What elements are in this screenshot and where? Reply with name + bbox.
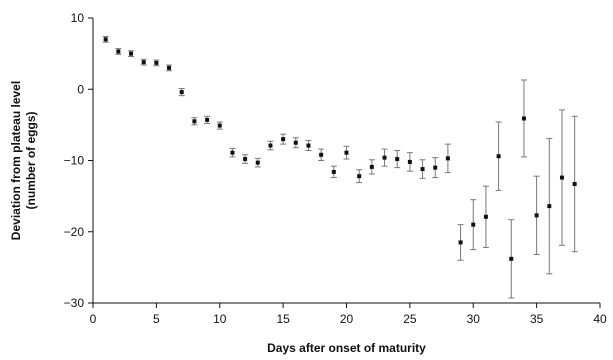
data-point <box>357 174 362 179</box>
data-point <box>433 165 438 170</box>
data-point <box>268 143 273 148</box>
data-point-group <box>140 58 147 66</box>
data-point-group <box>520 79 527 158</box>
data-point-group <box>229 147 236 158</box>
data-point <box>319 152 324 157</box>
data-point-group <box>508 219 515 299</box>
data-point <box>192 119 197 124</box>
y-axis-label-line-2: (number of eggs) <box>24 111 38 209</box>
data-point <box>293 140 298 145</box>
x-tick-label: 20 <box>340 312 354 326</box>
data-point <box>521 116 526 121</box>
data-point <box>129 51 134 56</box>
x-tick-label: 35 <box>530 312 544 326</box>
data-point <box>243 157 248 162</box>
data-point <box>534 213 539 218</box>
data-point <box>167 65 172 70</box>
x-tick-label: 30 <box>467 312 481 326</box>
y-tick-label: 0 <box>77 82 84 96</box>
data-point <box>496 154 501 159</box>
data-point <box>471 222 476 227</box>
x-tick-label: 40 <box>593 312 607 326</box>
data-point <box>331 169 336 174</box>
data-point-group <box>368 159 375 175</box>
data-point-group <box>406 152 413 172</box>
data-point <box>116 49 121 54</box>
x-tick-label: 10 <box>213 312 227 326</box>
data-point <box>154 60 159 65</box>
data-point-group <box>166 64 173 72</box>
data-point-group <box>571 115 578 253</box>
data-point <box>141 60 146 65</box>
data-point-group <box>254 157 261 168</box>
data-point-group <box>191 117 198 126</box>
data-point <box>395 157 400 162</box>
data-point-group <box>305 140 312 152</box>
data-point <box>306 143 311 148</box>
data-point <box>344 150 349 155</box>
data-point-group <box>330 165 337 179</box>
data-point-group <box>343 145 350 160</box>
data-point <box>420 167 425 172</box>
data-point <box>382 155 387 160</box>
data-point-group <box>280 133 287 145</box>
data-point <box>369 164 374 169</box>
x-tick-label: 25 <box>403 312 417 326</box>
data-point <box>445 156 450 161</box>
data-point-group <box>546 137 553 275</box>
data-point <box>179 90 184 95</box>
data-point-group <box>381 148 388 167</box>
data-point-group <box>128 50 135 57</box>
data-point <box>547 204 552 209</box>
data-point-group <box>444 143 451 174</box>
data-point-group <box>432 157 439 179</box>
data-point-group <box>204 115 211 124</box>
data-point-group <box>267 140 274 151</box>
data-point-group <box>482 185 489 248</box>
data-point-group <box>356 169 363 184</box>
data-point-group <box>115 48 122 55</box>
data-point-group <box>419 159 426 179</box>
data-point-group <box>102 36 109 43</box>
data-point <box>103 37 108 42</box>
y-axis-label-line-1: Deviation from plateau level <box>9 81 23 240</box>
y-tick-label: −20 <box>64 225 85 239</box>
y-axis-ticks: 10 0 −10 −20 −30 <box>64 11 93 310</box>
data-point <box>205 117 210 122</box>
data-point-group <box>457 224 464 261</box>
data-point <box>281 137 286 142</box>
data-point-group <box>216 121 223 130</box>
data-point-group <box>533 175 540 256</box>
y-tick-label: 10 <box>71 11 85 25</box>
data-point <box>509 256 514 261</box>
data-marks <box>102 36 578 299</box>
data-point-group <box>495 121 502 191</box>
data-point <box>483 214 488 219</box>
x-axis-label: Days after onset of maturity <box>267 341 426 355</box>
data-point-group <box>153 59 160 67</box>
x-tick-label: 0 <box>90 312 97 326</box>
data-point <box>217 123 222 128</box>
y-axis-label: Deviation from plateau level (number of … <box>9 81 38 240</box>
data-point <box>572 182 577 187</box>
data-point-group <box>394 150 401 169</box>
x-axis-ticks: 0 5 10 15 20 25 30 35 40 <box>90 303 607 326</box>
data-point <box>458 240 463 245</box>
data-point-group <box>292 137 299 149</box>
data-point <box>407 159 412 164</box>
data-point-group <box>470 199 477 251</box>
data-point-group <box>178 88 185 97</box>
data-point <box>230 150 235 155</box>
x-tick-label: 15 <box>276 312 290 326</box>
data-point <box>255 160 260 165</box>
data-point-group <box>558 109 565 246</box>
y-tick-label: −30 <box>64 296 85 310</box>
data-point-group <box>242 154 249 164</box>
data-point <box>559 175 564 180</box>
x-tick-label: 5 <box>153 312 160 326</box>
data-point-group <box>318 148 325 161</box>
y-tick-label: −10 <box>64 154 85 168</box>
